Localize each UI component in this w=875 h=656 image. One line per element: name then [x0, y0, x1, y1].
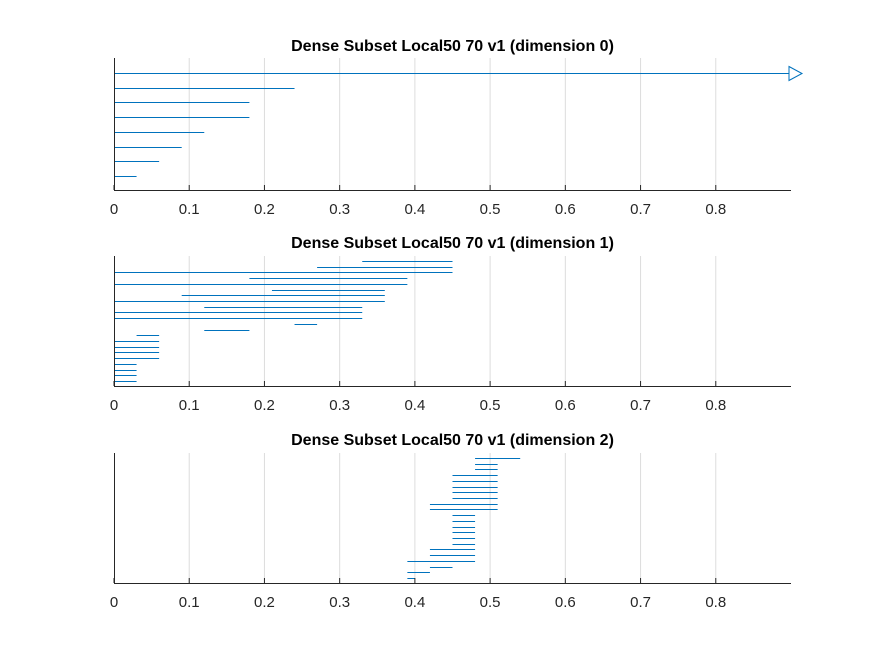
x-tick-label: 0 [110, 397, 118, 414]
x-tick-label: 0.2 [254, 397, 275, 414]
chart-title: Dense Subset Local50 70 v1 (dimension 0) [291, 38, 614, 55]
x-tick-label: 0.7 [630, 594, 651, 611]
x-tick-label: 0.8 [705, 397, 726, 414]
panel-dimension-0: 0 0.1 0.2 0.3 0.4 0.5 0.6 0.7 0.8 Dense Subset Lo… [110, 38, 804, 218]
x-tick-label: 0 [110, 201, 118, 218]
panel-dimension-2: 0 0.1 0.2 0.3 0.4 0.5 0.6 0.7 0.8 Dense Subset Lo… [110, 432, 791, 611]
chart-title: Dense Subset Local50 70 v1 (dimension 2) [291, 432, 614, 449]
x-tick-label: 0.1 [179, 201, 200, 218]
x-tick-label: 0.4 [404, 397, 425, 414]
x-tick-label: 0.5 [480, 594, 501, 611]
x-tick-label: 0.4 [404, 201, 425, 218]
x-tick-label: 0.6 [555, 201, 576, 218]
x-tick-label: 0 [110, 594, 118, 611]
infinity-arrow-marker [788, 65, 804, 82]
x-tick-label: 0.3 [329, 594, 350, 611]
chart-title: Dense Subset Local50 70 v1 (dimension 1) [291, 235, 614, 252]
x-tick-label: 0.6 [555, 594, 576, 611]
x-tick-label: 0.1 [179, 594, 200, 611]
x-tick-label: 0.2 [254, 594, 275, 611]
x-tick-label: 0.3 [329, 397, 350, 414]
x-tick-label: 0.8 [705, 594, 726, 611]
x-tick-label: 0.8 [705, 201, 726, 218]
x-tick-label: 0.6 [555, 397, 576, 414]
x-tick-label: 0.5 [480, 397, 501, 414]
x-tick-label: 0.4 [404, 594, 425, 611]
x-tick-label: 0.1 [179, 397, 200, 414]
panel-dimension-1: 0 0.1 0.2 0.3 0.4 0.5 0.6 0.7 0.8 Dense Subset Lo… [110, 235, 791, 414]
x-tick-label: 0.5 [480, 201, 501, 218]
x-tick-label: 0.3 [329, 201, 350, 218]
x-tick-label: 0.7 [630, 397, 651, 414]
x-tick-label: 0.2 [254, 201, 275, 218]
x-tick-label: 0.7 [630, 201, 651, 218]
